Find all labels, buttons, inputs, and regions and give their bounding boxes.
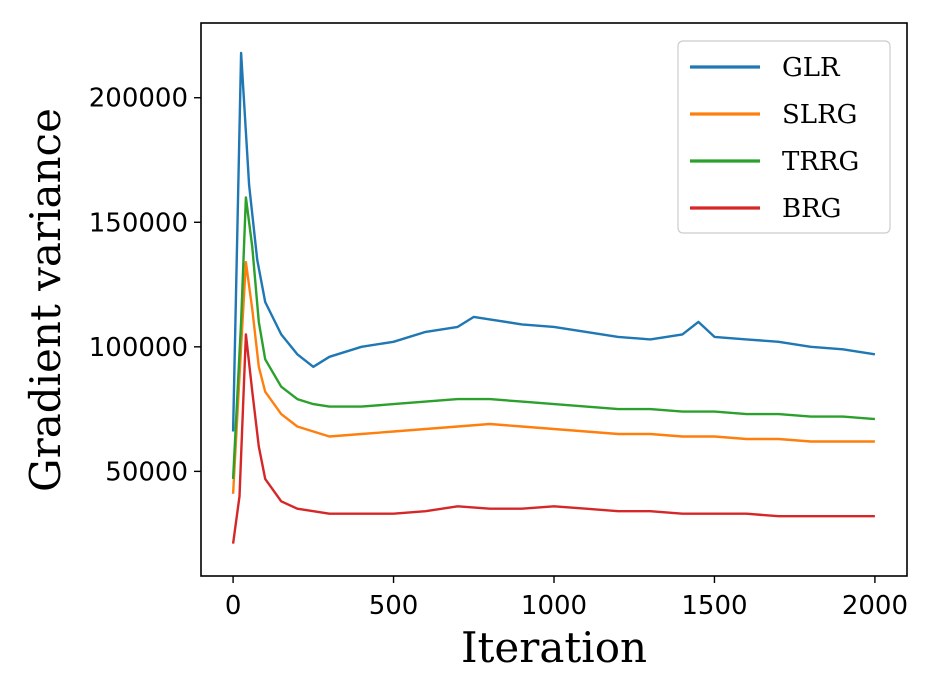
legend-label-glr: GLR <box>782 53 841 83</box>
series-line-glr <box>231 51 876 432</box>
y-tick-label: 150000 <box>89 208 188 238</box>
y-tick-label: 50000 <box>105 457 188 487</box>
series-line-brg <box>231 333 875 544</box>
legend-label-slrg: SLRG <box>782 100 857 130</box>
x-axis: 0 500 1000 1500 2000 <box>225 576 908 621</box>
legend: GLR SLRG TRRG BRG <box>677 40 891 234</box>
series-line-slrg <box>231 260 875 494</box>
series-layer <box>231 51 876 544</box>
legend-box <box>677 40 891 234</box>
y-tick-label: 100000 <box>89 333 188 363</box>
y-tick-label: 200000 <box>89 84 188 114</box>
y-axis: 50000 100000 150000 200000 <box>89 84 201 487</box>
y-axis-title: Gradient variance <box>21 108 70 492</box>
series-line-trrg <box>231 196 875 479</box>
legend-label-trrg: TRRG <box>782 147 859 177</box>
x-tick-label: 500 <box>369 591 419 621</box>
x-axis-title: Iteration <box>461 623 647 672</box>
x-tick-label: 2000 <box>842 591 908 621</box>
x-tick-label: 0 <box>225 591 242 621</box>
x-tick-label: 1500 <box>681 591 747 621</box>
x-tick-label: 1000 <box>521 591 587 621</box>
legend-label-brg: BRG <box>782 194 841 224</box>
